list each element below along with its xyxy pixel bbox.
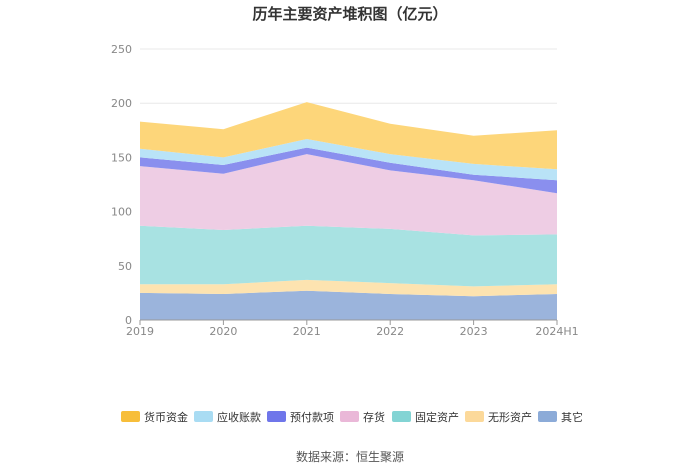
legend-swatch (340, 411, 359, 422)
legend-swatch (538, 411, 557, 422)
area-应收账款 (140, 139, 557, 181)
legend-label: 预付款项 (290, 410, 334, 424)
x-tick-label: 2022 (376, 325, 404, 338)
legend-swatch (194, 411, 213, 422)
x-tick-label: 2020 (209, 325, 237, 338)
x-tick-label: 2024H1 (535, 325, 578, 338)
legend-label: 其它 (561, 410, 583, 424)
x-tick-label: 2021 (293, 325, 321, 338)
y-tick-label: 200 (111, 97, 132, 110)
area-货币资金 (140, 102, 557, 170)
y-tick-label: 150 (111, 151, 132, 164)
data-source: 数据来源：恒生聚源 (296, 449, 404, 464)
legend-item: 其它 (538, 410, 583, 424)
legend-item: 无形资产 (465, 410, 532, 424)
y-tick-label: 250 (111, 43, 132, 56)
legend-item: 存货 (340, 410, 385, 424)
area-其它 (140, 290, 557, 320)
chart-title: 历年主要资产堆积图（亿元） (252, 5, 447, 23)
area-series (140, 102, 557, 320)
legend-swatch (392, 411, 411, 422)
legend-item: 货币资金 (121, 410, 188, 424)
legend-swatch (465, 411, 484, 422)
area-固定资产 (140, 225, 557, 287)
legend-item: 预付款项 (267, 410, 334, 424)
legend: 货币资金 应收账款 预付款项 存货 固定资产 无形资产 其它 (121, 410, 583, 424)
area-无形资产 (140, 279, 557, 297)
x-tick-label: 2023 (460, 325, 488, 338)
legend-swatch (267, 411, 286, 422)
legend-swatch (121, 411, 140, 422)
area-预付款项 (140, 147, 557, 194)
legend-item: 固定资产 (392, 410, 459, 424)
x-tick-label: 2019 (126, 325, 154, 338)
legend-label: 无形资产 (488, 410, 532, 424)
legend-item: 应收账款 (194, 410, 261, 424)
axes: 0 50 100 150 200 250 2019 2020 2021 2022 2023 2024H… (111, 43, 579, 338)
legend-label: 应收账款 (217, 410, 261, 424)
y-tick-label: 100 (111, 206, 132, 219)
y-tick-label: 0 (125, 314, 132, 327)
legend-label: 存货 (363, 410, 385, 424)
legend-label: 货币资金 (144, 410, 188, 424)
area-存货 (140, 154, 557, 236)
legend-label: 固定资产 (415, 410, 459, 424)
y-tick-label: 50 (118, 260, 132, 273)
